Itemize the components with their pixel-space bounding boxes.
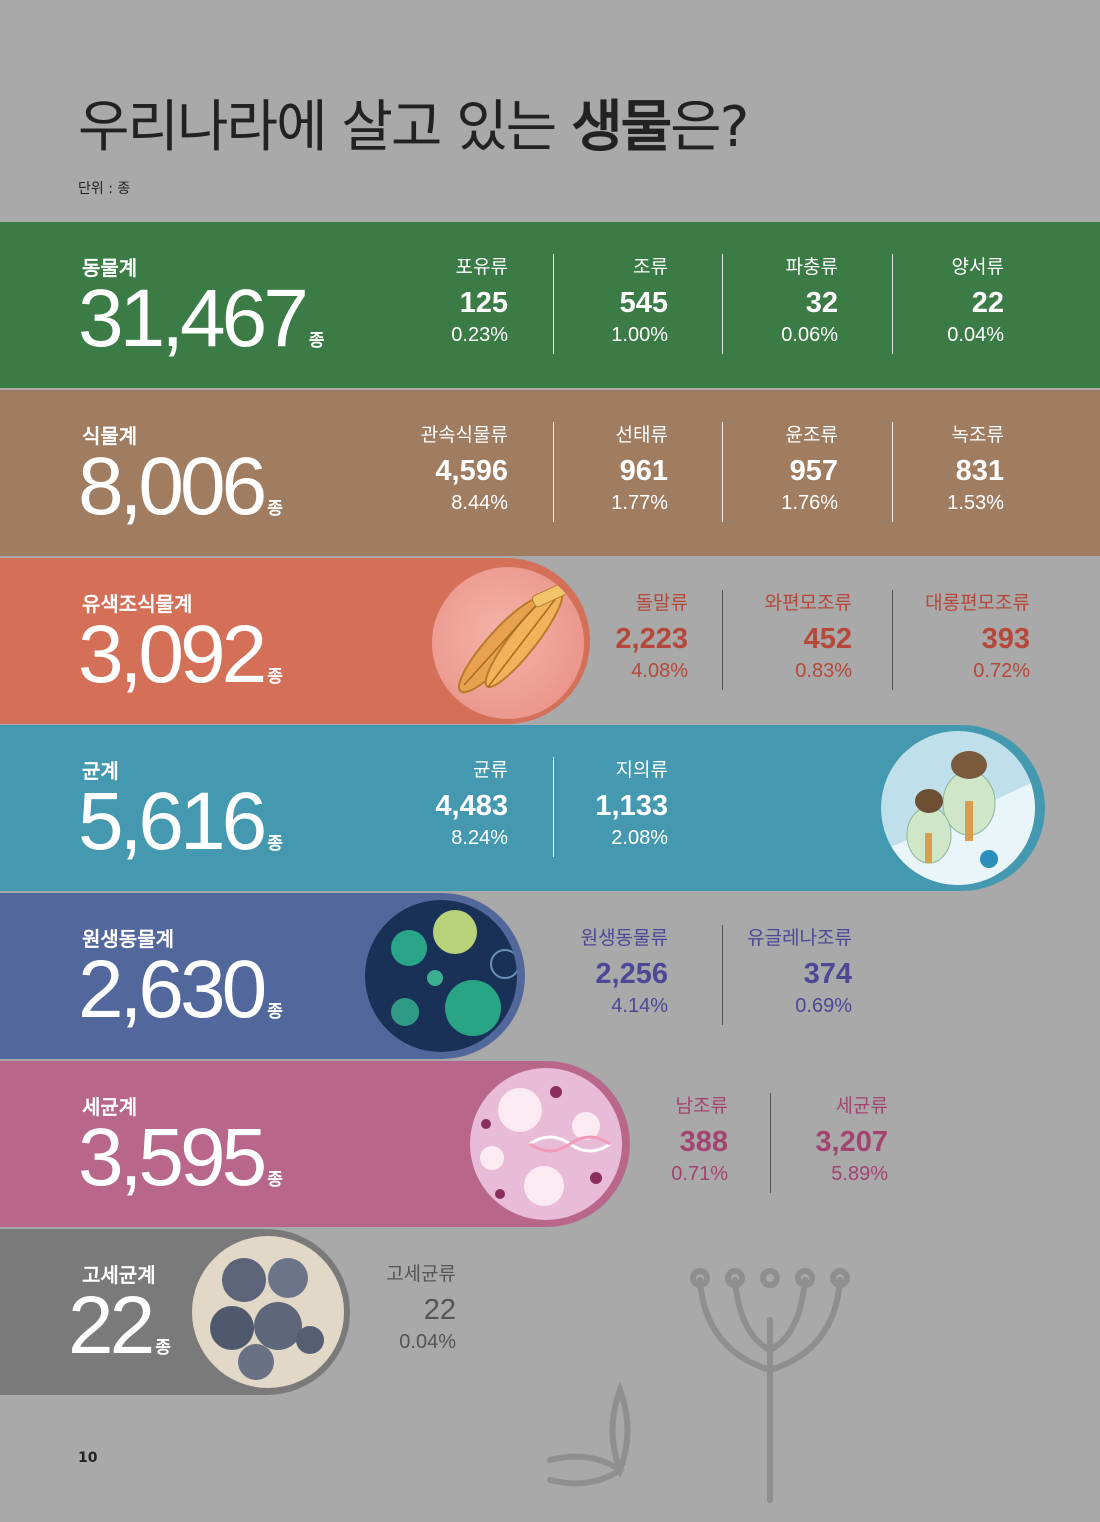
bacteria-illustration xyxy=(470,1068,622,1220)
sub-group: 윤조류 957 1.76% xyxy=(781,424,838,514)
kingdom-total: 31,467 종 xyxy=(78,273,325,364)
divider xyxy=(553,254,554,354)
kingdom-name: 식물계 xyxy=(82,424,138,448)
page-title: 우리나라에 살고 있는 생물은? xyxy=(78,95,749,160)
divider xyxy=(553,757,554,857)
protozoa-subs: 원생동물류 2,256 4.14% 유글레나조류 374 0.69% xyxy=(0,893,1100,1059)
sub-group: 균류 4,483 8.24% xyxy=(435,759,508,849)
kingdom-name: 원생동물계 xyxy=(82,927,174,951)
sub-group: 조류 545 1.00% xyxy=(611,256,668,346)
sub-group: 양서류 22 0.04% xyxy=(947,256,1004,346)
sub-group: 관속식물류 4,596 8.44% xyxy=(420,424,508,514)
band-plant: 식물계 8,006 종 관속식물류 4,596 8.44% 선태류 961 1.77% 윤… xyxy=(0,390,1100,556)
sub-group: 대롱편모조류 393 0.72% xyxy=(925,592,1030,682)
kingdom-total: 8,006 종 xyxy=(78,441,283,532)
divider xyxy=(722,590,723,690)
sub-group: 돌말류 2,223 4.08% xyxy=(615,592,688,682)
chromista-subs: 돌말류 2,223 4.08% 와편모조류 452 0.83% 대롱편모조류 393 0.7… xyxy=(0,558,1100,724)
unit-label: 단위 : 종 xyxy=(78,181,131,197)
band-animal: 동물계 31,467 종 포유류 125 0.23% 조류 545 1.00% 파충류 32… xyxy=(0,222,1100,388)
divider xyxy=(892,254,893,354)
divider xyxy=(722,422,723,522)
kingdom-name: 동물계 xyxy=(82,256,138,280)
sub-group: 선태류 961 1.77% xyxy=(611,424,668,514)
sub-group: 원생동물류 2,256 4.14% xyxy=(580,927,668,1017)
divider xyxy=(770,1093,771,1193)
sub-group: 와편모조류 452 0.83% xyxy=(764,592,852,682)
sub-group: 유글레나조류 374 0.69% xyxy=(747,927,852,1017)
band-fungi: 균계 5,616 종 균류 4,483 8.24% 지의류 1,133 2.08% xyxy=(0,725,1045,891)
divider xyxy=(892,590,893,690)
kingdom-name: 세균계 xyxy=(82,1095,138,1119)
kingdom-total: 3,092 종 xyxy=(78,609,283,700)
divider xyxy=(722,925,723,1025)
archaea-illustration xyxy=(192,1236,344,1388)
plant-decoration-icon xyxy=(547,1268,850,1503)
kingdom-name: 균계 xyxy=(82,759,119,783)
archaea-subs: 고세균류 22 0.04% xyxy=(0,1229,1100,1395)
divider xyxy=(722,254,723,354)
sub-group: 고세균류 22 0.04% xyxy=(386,1263,456,1353)
sub-group: 지의류 1,133 2.08% xyxy=(595,759,668,849)
sub-group: 남조류 388 0.71% xyxy=(671,1095,728,1185)
divider xyxy=(892,422,893,522)
mushroom-illustration xyxy=(881,731,1035,885)
page-number: 10 xyxy=(78,1450,98,1466)
kingdom-name: 고세균계 xyxy=(82,1263,156,1287)
sub-group: 파충류 32 0.06% xyxy=(781,256,838,346)
divider xyxy=(553,422,554,522)
sub-group: 녹조류 831 1.53% xyxy=(947,424,1004,514)
diatom-illustration xyxy=(432,567,584,719)
bacteria-subs: 남조류 388 0.71% 세균류 3,207 5.89% xyxy=(0,1061,1100,1227)
kingdom-total: 5,616 종 xyxy=(78,776,283,867)
protozoa-illustration xyxy=(365,900,517,1052)
kingdom-total: 3,595 종 xyxy=(78,1112,283,1203)
kingdom-total: 22 종 xyxy=(68,1280,171,1371)
kingdom-name: 유색조식물계 xyxy=(82,592,193,616)
sub-group: 세균류 3,207 5.89% xyxy=(815,1095,888,1185)
sub-group: 포유류 125 0.23% xyxy=(451,256,508,346)
kingdom-total: 2,630 종 xyxy=(78,944,283,1035)
